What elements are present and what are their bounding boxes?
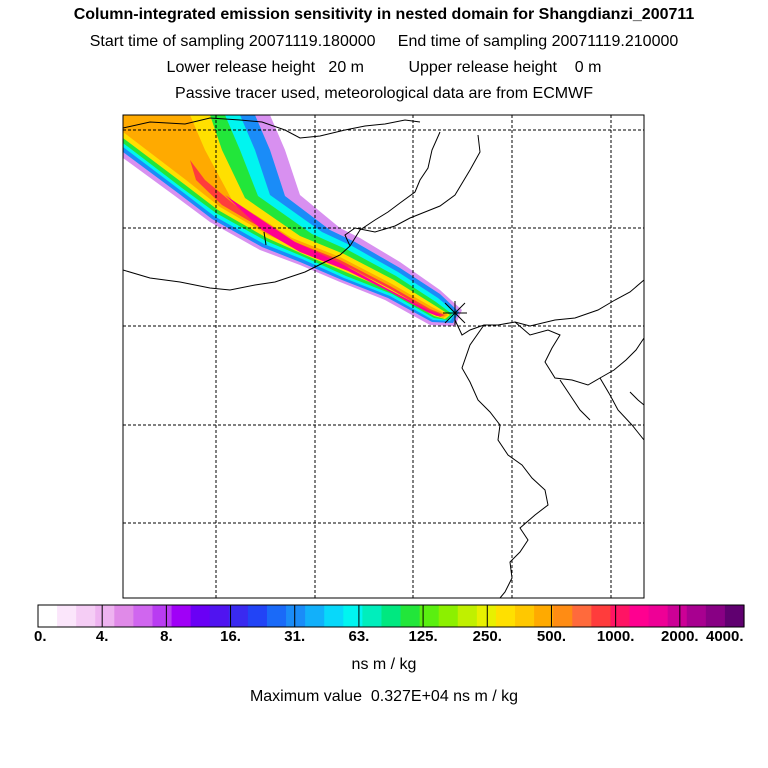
colorbar-cell — [76, 605, 96, 627]
colorbar-cell — [228, 605, 249, 627]
lat-lon-grid — [123, 115, 644, 598]
colorbar-cell — [286, 605, 306, 627]
colorbar-cell — [95, 605, 115, 627]
colorbar-label: 16. — [220, 628, 241, 645]
colorbar-cell — [572, 605, 592, 627]
colorbar-label: 1000. — [596, 628, 635, 645]
map-frame — [122, 114, 645, 599]
colorbar-cell — [209, 605, 230, 627]
colorbar-cell — [515, 605, 535, 627]
colorbar-cell — [629, 605, 650, 627]
colorbar-frame — [37, 604, 745, 628]
colorbar-cell — [114, 605, 134, 627]
colorbar-label: 31. — [284, 628, 306, 645]
plot-title: Column-integrated emission sensitivity i… — [73, 6, 695, 23]
coastlines — [123, 117, 644, 598]
colorbar-cell — [419, 605, 440, 627]
colorbar-label: 63. — [348, 628, 370, 645]
colorbar-cell — [152, 605, 173, 627]
colorbar-cell — [324, 605, 344, 627]
colorbar-cell — [343, 605, 363, 627]
tracer-info: Passive tracer used, meteorological data… — [175, 85, 593, 102]
colorbar-cell — [190, 605, 211, 627]
colorbar-cell — [381, 605, 402, 627]
colorbar-cell — [705, 605, 726, 627]
sensitivity-field — [123, 115, 462, 326]
colorbar-cell — [686, 605, 707, 627]
colorbar-cell — [400, 605, 421, 627]
colorbar-cell — [610, 605, 631, 627]
sampling-times: Start time of sampling 20071119.180000 E… — [89, 33, 679, 50]
colorbar-cell — [38, 605, 58, 627]
release-heights: Lower release height 20 m Upper release … — [166, 59, 602, 76]
colorbar-cell — [457, 605, 478, 627]
colorbar-label: 4. — [95, 628, 109, 645]
colorbar-label: 2000. — [661, 628, 699, 645]
colorbar-cell — [57, 605, 77, 627]
colorbar-cell — [591, 605, 612, 627]
colorbar-cell — [476, 605, 497, 627]
colorbar-cells — [38, 605, 745, 627]
colorbar-cell — [362, 605, 383, 627]
colorbar-label: 4000. — [706, 628, 744, 645]
receptor-marker-icon — [443, 301, 467, 325]
colorbar-cell — [724, 605, 745, 627]
plume-band-orange — [123, 115, 448, 318]
colorbar-label: 0. — [34, 628, 47, 645]
colorbar-cell — [266, 605, 287, 627]
colorbar-label: 250. — [472, 628, 502, 645]
colorbar-major-dividers — [101, 605, 681, 627]
maximum-value: Maximum value 0.327E+04 ns m / kg — [249, 688, 519, 705]
colorbar-cell — [553, 605, 573, 627]
colorbar-cell — [667, 605, 688, 627]
colorbar-label: 8. — [160, 628, 173, 645]
colorbar-cell — [133, 605, 154, 627]
colorbar-cell — [495, 605, 516, 627]
colorbar-cell — [438, 605, 459, 627]
colorbar-cell — [305, 605, 325, 627]
colorbar-cell — [534, 605, 554, 627]
colorbar-label: 125. — [408, 628, 438, 645]
colorbar-cell — [648, 605, 669, 627]
colorbar-label: 500. — [536, 628, 567, 645]
colorbar-unit: ns m / kg — [351, 656, 417, 673]
colorbar-cell — [171, 605, 192, 627]
colorbar-cell — [247, 605, 268, 627]
